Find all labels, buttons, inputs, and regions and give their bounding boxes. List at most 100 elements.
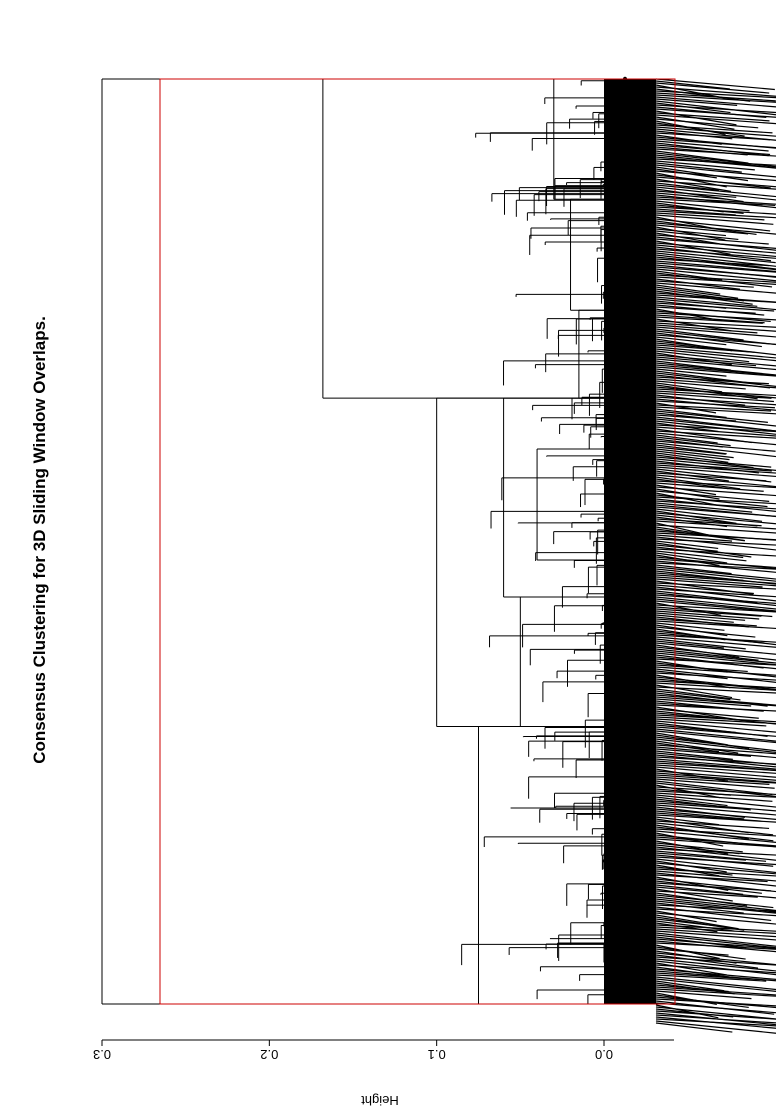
leaf-line bbox=[655, 736, 776, 752]
leaf-line bbox=[655, 176, 776, 188]
leaf-line bbox=[655, 830, 776, 843]
leaf-line bbox=[655, 248, 776, 259]
leaf-line bbox=[655, 694, 776, 706]
leaf-dot bbox=[637, 963, 643, 969]
leaf-line bbox=[655, 356, 757, 367]
leaf-line bbox=[655, 520, 776, 530]
leaf-line bbox=[655, 126, 776, 137]
leaf-line bbox=[655, 450, 730, 461]
axis-tick-label: 0.2 bbox=[260, 1047, 278, 1062]
leaf-line bbox=[655, 166, 749, 182]
leaf-line bbox=[655, 508, 763, 522]
leaf-line bbox=[655, 558, 776, 569]
leaf-line bbox=[655, 286, 739, 299]
leaf-dot bbox=[637, 441, 643, 447]
leaf-line bbox=[655, 1002, 776, 1014]
leaf-line bbox=[655, 274, 776, 283]
leaf-line bbox=[655, 118, 759, 129]
leaf-line bbox=[655, 858, 776, 874]
leaf-line bbox=[655, 432, 776, 446]
leaf-line bbox=[655, 240, 731, 255]
leaf-line bbox=[655, 926, 776, 934]
leaf-line bbox=[655, 216, 718, 230]
leaf-line bbox=[655, 418, 776, 432]
leaf-dot bbox=[637, 135, 643, 141]
leaf-line bbox=[655, 802, 750, 810]
leaf-line bbox=[655, 764, 776, 774]
leaf-line bbox=[655, 230, 739, 241]
leaf-dot bbox=[637, 225, 643, 231]
leaf-line bbox=[655, 346, 776, 359]
leaf-line bbox=[655, 900, 776, 914]
leaf-dot bbox=[622, 616, 628, 622]
leaf-line bbox=[655, 978, 776, 993]
leaf-line bbox=[655, 164, 776, 178]
leaf-dot bbox=[637, 333, 643, 339]
leaf-line bbox=[655, 862, 776, 875]
leaf-dot bbox=[622, 634, 628, 640]
leaf-line bbox=[655, 90, 776, 99]
leaf-dot bbox=[622, 598, 628, 604]
leaf-line bbox=[655, 486, 776, 497]
leaf-dot bbox=[637, 423, 643, 429]
leaf-line bbox=[655, 358, 776, 371]
leaf-line bbox=[655, 740, 739, 754]
leaf-line bbox=[655, 850, 767, 862]
leaf-line bbox=[655, 716, 776, 725]
leaf-line bbox=[655, 266, 776, 278]
leaf-line bbox=[655, 448, 734, 459]
leaf-line bbox=[655, 998, 776, 1007]
leaf-line bbox=[655, 192, 726, 200]
leaf-dot bbox=[637, 387, 643, 393]
leaf-dot bbox=[637, 693, 643, 699]
leaf-fringe bbox=[604, 76, 776, 1034]
leaf-line bbox=[655, 108, 776, 118]
leaf-line bbox=[655, 708, 759, 719]
leaf-line bbox=[655, 238, 776, 249]
leaf-line bbox=[655, 326, 776, 338]
leaf-line bbox=[655, 332, 762, 348]
leaf-line bbox=[655, 636, 776, 648]
leaf-dot bbox=[637, 585, 643, 591]
leaf-dot bbox=[637, 603, 643, 609]
leaf-line bbox=[655, 564, 732, 575]
leaf-line bbox=[655, 324, 758, 334]
leaf-line bbox=[655, 810, 745, 820]
leaf-line bbox=[655, 430, 776, 439]
leaf-line bbox=[655, 732, 728, 746]
leaf-line bbox=[655, 560, 776, 573]
leaf-line bbox=[655, 1004, 719, 1019]
leaf-line bbox=[655, 948, 729, 956]
leaf-line bbox=[655, 242, 776, 254]
leaf-line bbox=[655, 584, 754, 595]
leaf-line bbox=[655, 972, 760, 981]
leaf-line bbox=[655, 600, 776, 613]
leaf-line bbox=[655, 194, 776, 209]
leaf-line bbox=[655, 334, 776, 345]
leaf-line bbox=[655, 546, 744, 559]
leaf-line bbox=[655, 872, 776, 887]
leaf-line bbox=[655, 368, 727, 377]
leaf-dot bbox=[637, 117, 643, 123]
leaf-line bbox=[655, 116, 735, 130]
leaf-dot bbox=[637, 765, 643, 771]
leaf-line bbox=[655, 378, 776, 389]
leaf-line bbox=[655, 680, 776, 689]
leaf-line bbox=[655, 622, 725, 631]
leaf-dot bbox=[622, 364, 628, 370]
leaf-line bbox=[655, 808, 776, 820]
leaf-line bbox=[655, 306, 756, 314]
leaf-dot bbox=[622, 760, 628, 766]
leaf-dot bbox=[637, 567, 643, 573]
leaf-line bbox=[655, 208, 736, 216]
leaf-line bbox=[655, 478, 729, 490]
leaf-line bbox=[655, 502, 753, 513]
leaf-dot bbox=[637, 243, 643, 249]
leaf-dot bbox=[622, 850, 628, 856]
leaf-line bbox=[655, 188, 744, 203]
leaf-line bbox=[655, 78, 775, 91]
leaf-line bbox=[655, 610, 760, 620]
leaf-line bbox=[655, 186, 776, 201]
leaf-line bbox=[655, 608, 762, 617]
leaf-dot bbox=[622, 328, 628, 334]
